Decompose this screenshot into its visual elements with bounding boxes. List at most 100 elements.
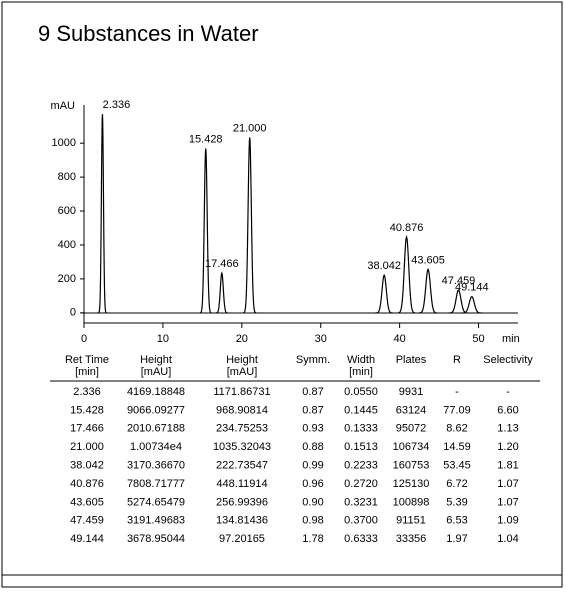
table-cell: 8.62 [446, 423, 467, 435]
table-cell: 2010.67188 [127, 423, 185, 435]
table-cell: 43.605 [70, 496, 104, 508]
peak-label: 15.428 [189, 134, 223, 146]
column-header: Selectivity [483, 354, 533, 366]
table-cell: 95072 [396, 423, 427, 435]
y-tick-label: 200 [58, 273, 76, 285]
peak-label: 49.144 [455, 281, 489, 293]
y-tick-label: 800 [58, 171, 76, 183]
y-tick-label: 400 [58, 239, 76, 251]
table-cell: 77.09 [443, 404, 471, 416]
table-cell: 1171.86731 [213, 386, 270, 398]
table-cell: - [455, 386, 459, 398]
table-cell: 100898 [393, 496, 430, 508]
peak [243, 137, 257, 314]
table-cell: 0.1513 [344, 441, 378, 453]
x-axis-label: min [502, 333, 520, 345]
table-cell: 4169.18848 [127, 386, 185, 398]
peak-label: 47.459 [442, 275, 476, 287]
x-tick-label: 50 [472, 333, 484, 345]
table-cell: 49.144 [70, 533, 104, 545]
peak-label: 17.466 [205, 258, 239, 270]
column-header: [mAU] [227, 366, 258, 378]
table-cell: 1.07 [497, 496, 518, 508]
table-cell: 5274.65479 [127, 496, 185, 508]
table-cell: 234.75253 [216, 423, 268, 435]
table-cell: 0.96 [302, 478, 323, 490]
peak [98, 114, 107, 314]
table-cell: 106734 [393, 441, 430, 453]
peak-label: 40.876 [390, 222, 424, 234]
column-header: Symm. [296, 354, 330, 366]
table-cell: 1.07 [497, 478, 518, 490]
table-cell: 2.336 [73, 386, 101, 398]
table-cell: 53.45 [443, 460, 471, 472]
table-cell: 160753 [393, 460, 430, 472]
peak-label: 21.000 [233, 122, 267, 134]
column-header: Height [140, 354, 172, 366]
x-tick-label: 0 [81, 333, 87, 345]
column-header: R [453, 354, 461, 366]
table-cell: 38.042 [70, 460, 104, 472]
table-cell: 7808.71777 [127, 478, 185, 490]
table-cell: 40.876 [70, 478, 104, 490]
table-cell: 17.466 [70, 423, 104, 435]
peak [448, 289, 469, 314]
table-cell: 5.39 [446, 496, 467, 508]
table-cell: 222.73547 [216, 460, 268, 472]
table-cell: 9066.09277 [127, 404, 185, 416]
table-cell: 1035.32043 [213, 441, 271, 453]
table-cell: 0.88 [302, 441, 323, 453]
table-cell: 6.53 [446, 515, 467, 527]
column-header: Height [226, 354, 258, 366]
table-cell: 0.1333 [344, 423, 378, 435]
table-cell: 1.78 [302, 533, 323, 545]
table-cell: 3191.49683 [127, 515, 185, 527]
table-cell: 3170.36670 [127, 460, 185, 472]
table-cell: 1.04 [497, 533, 518, 545]
table-cell: 9931 [399, 386, 423, 398]
y-tick-label: 1000 [52, 137, 76, 149]
column-header: [min] [349, 366, 373, 378]
table-cell: 448.11914 [216, 478, 267, 490]
table-cell: 134.81436 [216, 515, 268, 527]
table-cell: 6.72 [446, 478, 467, 490]
y-axis-label: mAU [51, 100, 76, 112]
table-cell: 0.0550 [344, 386, 378, 398]
column-header: Plates [396, 354, 427, 366]
table-cell: - [506, 386, 510, 398]
table-cell: 0.93 [302, 423, 323, 435]
table-cell: 0.3231 [344, 496, 378, 508]
y-tick-label: 600 [58, 205, 76, 217]
table-cell: 0.87 [302, 386, 323, 398]
peak-label: 43.605 [411, 254, 445, 266]
x-tick-label: 10 [157, 333, 169, 345]
table-cell: 1.09 [497, 515, 518, 527]
table-cell: 1.97 [446, 533, 467, 545]
x-tick-label: 40 [394, 333, 406, 345]
table-cell: 0.1445 [344, 404, 378, 416]
frame [1, 1, 563, 588]
x-tick-label: 20 [236, 333, 248, 345]
table-cell: 15.428 [70, 404, 104, 416]
table-cell: 47.459 [70, 515, 104, 527]
table-cell: 968.90814 [216, 404, 268, 416]
table-cell: 3678.95044 [127, 533, 185, 545]
table-cell: 0.87 [302, 404, 323, 416]
table-cell: 0.2720 [344, 478, 378, 490]
table-cell: 0.2233 [344, 460, 378, 472]
peak [199, 148, 212, 314]
peak-label: 38.042 [367, 260, 401, 272]
table-cell: 1.81 [497, 460, 518, 472]
column-header: Width [347, 354, 375, 366]
table-cell: 0.90 [302, 496, 323, 508]
table-cell: 6.60 [497, 404, 518, 416]
peak [461, 295, 482, 314]
table-cell: 21.000 [70, 441, 104, 453]
column-header: Ret Time [65, 354, 109, 366]
x-tick-label: 30 [315, 333, 327, 345]
table-cell: 1.20 [497, 441, 518, 453]
table-cell: 1.00734e4 [130, 441, 182, 453]
table-cell: 14.59 [443, 441, 471, 453]
